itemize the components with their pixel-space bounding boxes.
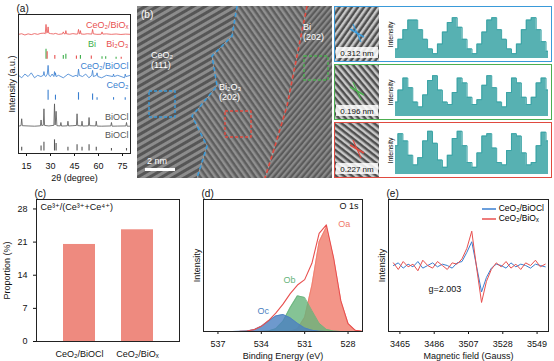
svg-text:Ob: Ob [283, 275, 295, 285]
svg-text:0.312 nm: 0.312 nm [340, 49, 374, 58]
svg-text:(e): (e) [387, 188, 399, 199]
svg-text:0.227 nm: 0.227 nm [340, 165, 374, 174]
svg-text:Intensity: Intensity [192, 248, 202, 282]
svg-text:BiOCl: BiOCl [105, 112, 129, 122]
svg-text:3507: 3507 [458, 339, 478, 349]
svg-text:(c): (c) [35, 188, 47, 199]
svg-text:Oa: Oa [338, 219, 350, 229]
svg-text:Intensity: Intensity [387, 79, 395, 106]
svg-text:Binding Energy (eV): Binding Energy (eV) [243, 351, 324, 361]
svg-text:Oc: Oc [257, 306, 269, 316]
svg-text:60: 60 [93, 161, 103, 171]
svg-text:(a): (a) [17, 3, 29, 14]
svg-text:531: 531 [297, 339, 312, 349]
svg-text:21: 21 [17, 237, 27, 247]
svg-text:30: 30 [45, 161, 55, 171]
svg-text:45: 45 [69, 161, 79, 171]
svg-text:Intensity: Intensity [387, 21, 395, 48]
svg-text:Intensity (a.u.): Intensity (a.u.) [7, 55, 17, 112]
svg-text:537: 537 [210, 339, 225, 349]
svg-text:CeO₂/BiOₓ: CeO₂/BiOₓ [116, 349, 159, 359]
svg-text:(b): (b) [141, 9, 153, 20]
svg-text:O 1s: O 1s [339, 201, 359, 211]
svg-text:528: 528 [341, 339, 356, 349]
svg-text:Ce³⁺/(Ce³⁺+Ce⁴⁺): Ce³⁺/(Ce³⁺+Ce⁴⁺) [41, 202, 113, 212]
svg-text:CeO₂(111): CeO₂(111) [151, 50, 174, 70]
svg-text:CeO₂/BiOCl: CeO₂/BiOCl [80, 61, 128, 71]
svg-text:Intensity: Intensity [377, 248, 387, 282]
svg-text:75: 75 [117, 161, 127, 171]
svg-text:Intensity: Intensity [387, 137, 395, 164]
svg-text:7: 7 [22, 303, 27, 313]
svg-text:3549: 3549 [527, 339, 547, 349]
svg-text:2 nm: 2 nm [147, 156, 167, 166]
svg-text:3528: 3528 [493, 339, 513, 349]
svg-text:3486: 3486 [424, 339, 444, 349]
svg-text:CeO₂: CeO₂ [107, 80, 130, 90]
svg-text:2θ (degree): 2θ (degree) [51, 173, 98, 183]
html-text:CeO₂/BiOₓ: CeO₂/BiOₓ [498, 213, 539, 223]
svg-text:28: 28 [17, 204, 27, 214]
svg-text:0: 0 [22, 336, 27, 346]
svg-text:Bi(202): Bi(202) [303, 22, 324, 42]
svg-text:3465: 3465 [390, 339, 410, 349]
svg-text:CeO₂/BiOₓ: CeO₂/BiOₓ [86, 20, 129, 30]
svg-text:Bi: Bi [88, 39, 96, 49]
svg-text:14: 14 [17, 270, 27, 280]
svg-text:Bi₂O₃: Bi₂O₃ [106, 39, 128, 49]
html-text:CeO₂/BiOCl: CeO₂/BiOCl [498, 203, 544, 213]
svg-text:0.196 nm: 0.196 nm [340, 107, 374, 116]
svg-text:g=2.003: g=2.003 [429, 284, 462, 294]
svg-text:15: 15 [21, 161, 31, 171]
svg-text:Magnetic field (Gauss): Magnetic field (Gauss) [423, 351, 513, 361]
svg-text:CeO₂/BiOCl: CeO₂/BiOCl [55, 349, 103, 359]
svg-text:534: 534 [254, 339, 269, 349]
svg-text:Proportion (%): Proportion (%) [2, 241, 12, 299]
svg-text:BiOCl: BiOCl [105, 130, 129, 140]
svg-text:(d): (d) [202, 188, 214, 199]
svg-text:Bi₂O₃(202): Bi₂O₃(202) [219, 82, 241, 102]
